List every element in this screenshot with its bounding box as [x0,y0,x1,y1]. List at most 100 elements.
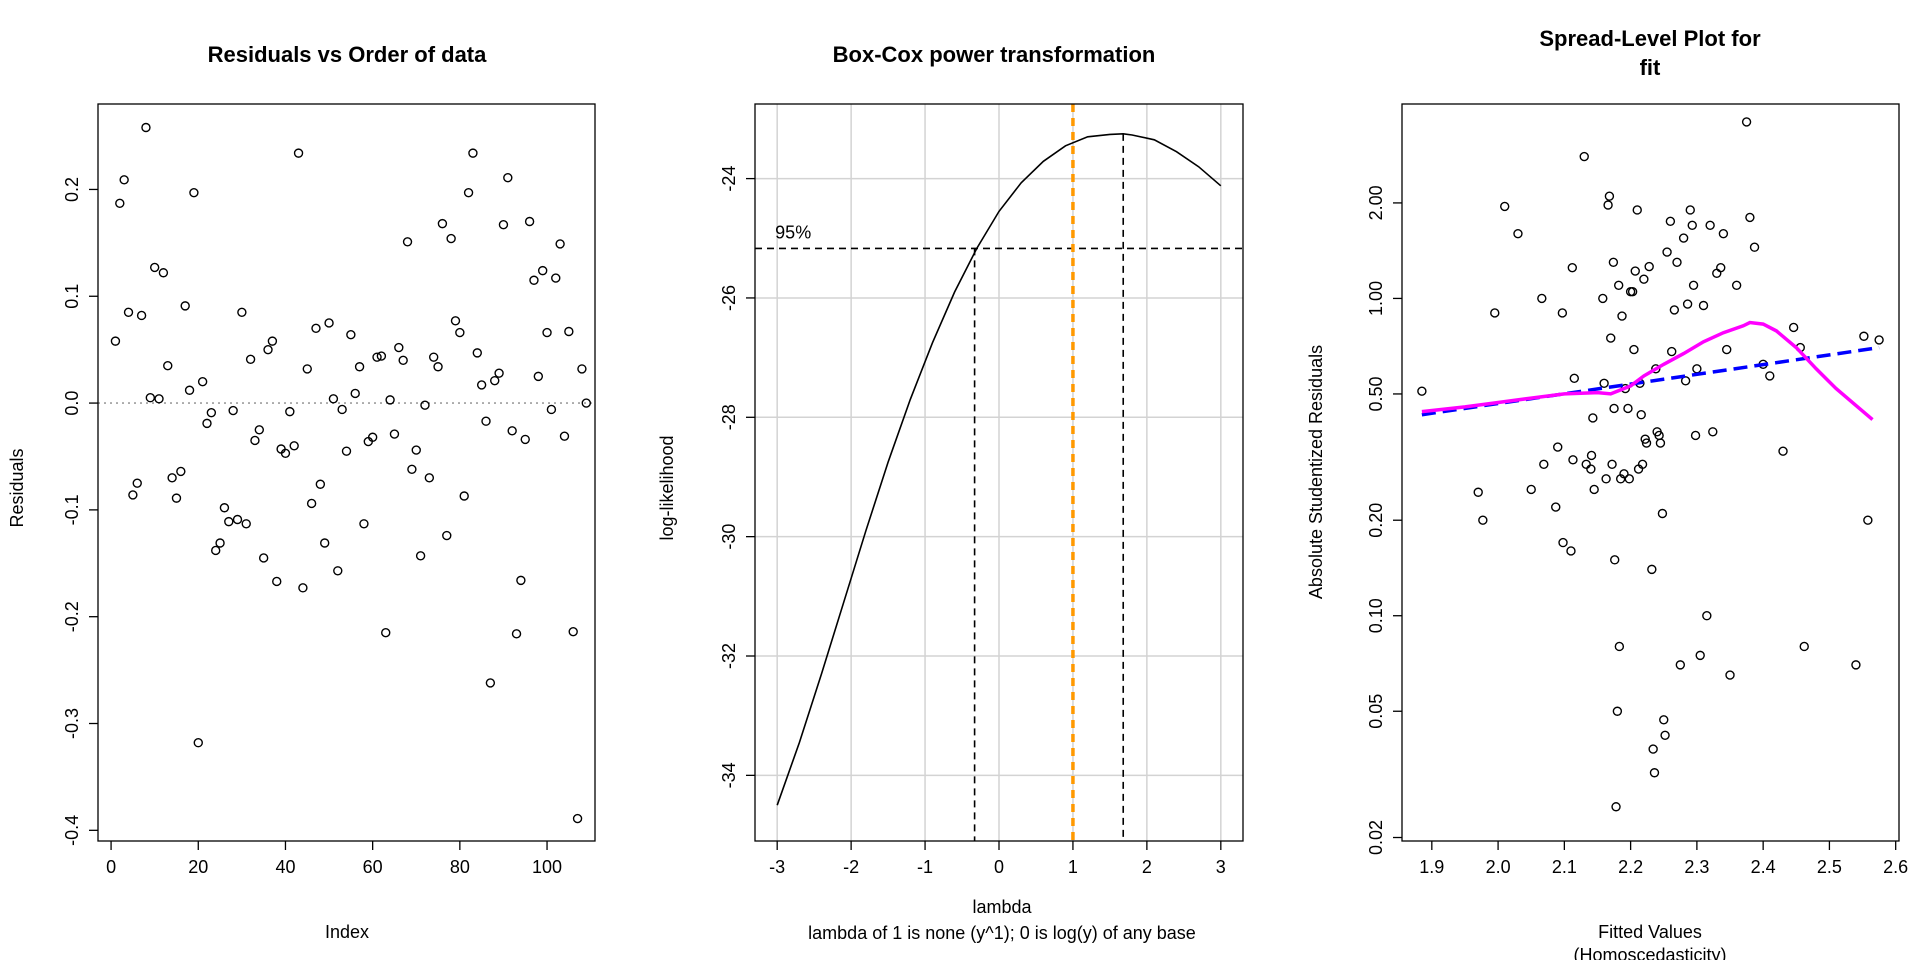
spread-fit-line [1421,345,1880,417]
panel2-frame [754,103,1244,842]
panel3-frame [1401,103,1900,842]
residual-point [1614,641,1625,652]
residual-point [302,364,312,374]
panel3-ticks: 1.9 2.0 2.1 2.2 2.3 2.4 2.5 2.6 0.02 0.05 0.10 0.20… [1366,185,1908,877]
residual-point [472,348,482,358]
x-tick-label: 1 [1068,857,1078,877]
residual-point [372,352,382,362]
residual-point [1478,515,1488,525]
residual-point [306,498,317,509]
residual-point [1632,205,1642,215]
residual-point [145,393,156,403]
residual-point [1567,262,1578,273]
residual-point [245,354,256,364]
residual-point [1598,293,1608,304]
residual-point [119,175,129,185]
residual-point [110,336,121,346]
residual-point [211,545,221,556]
residual-point [171,493,182,503]
residual-point [450,316,461,326]
y-tick-label: 0.05 [1366,694,1386,729]
y-tick-label: -0.1 [62,494,82,525]
residual-point [476,380,487,390]
residual-point [490,375,500,386]
residual-point [359,519,369,529]
residual-point [1473,487,1483,497]
residual-point [228,405,238,416]
y-tick-label: -34 [719,762,739,788]
ci-label: 95% [775,222,811,242]
residual-point [1599,378,1609,389]
residual-point [1586,450,1597,461]
residual-point [1685,205,1695,215]
residual-point [555,239,565,249]
residual-point [1606,333,1616,343]
residual-point [1589,484,1599,495]
residual-point [1698,300,1709,311]
y-tick-label: 0.0 [62,391,82,416]
residual-point [219,503,230,513]
panel3-xlabel-sub: (Homoscedasticity) [1573,945,1726,960]
residual-point [1702,611,1712,621]
y-tick-label: -24 [719,166,739,192]
residual-point [529,275,539,285]
residual-point [1610,555,1620,565]
boxcox-panel: Box-Cox power transformation lambda lamb… [657,42,1244,943]
residual-point [389,429,400,439]
residual-point [507,426,517,436]
residual-point [337,404,347,415]
residual-point [1644,261,1654,272]
residual-point [1799,641,1809,652]
residual-point [1678,233,1689,243]
residual-point [481,416,491,426]
residual-point [411,445,421,455]
residual-point [446,233,456,244]
residual-point [1624,474,1634,484]
residual-point [324,318,334,328]
residual-point [280,448,291,458]
residual-point [1539,459,1549,470]
residual-point [180,301,190,311]
residual-point [376,351,387,361]
y-tick-label: -32 [719,643,739,669]
x-tick-label: 60 [363,857,383,877]
panel3-ylabel: Absolute Studentized Residuals [1306,345,1326,599]
residual-point [1513,228,1523,239]
residual-point [149,262,160,273]
residual-point [115,198,125,209]
residual-point [1551,502,1561,512]
y-tick-label: 0.1 [62,284,82,309]
residual-point [1705,220,1715,231]
residual-point [1603,200,1613,210]
residual-point [267,336,278,346]
residual-point [1607,459,1617,470]
residual-point [463,187,474,198]
residual-point [1613,280,1624,291]
residual-point [354,362,365,372]
residual-point [1627,287,1638,297]
residual-point [241,519,251,529]
residual-point [263,344,273,355]
residual-point [285,406,295,417]
residual-point [158,268,169,278]
residual-point [485,678,496,688]
residual-point [511,629,522,639]
residual-point [1630,266,1640,276]
residual-point [433,362,443,372]
residual-point [333,566,343,576]
residual-point [1619,469,1629,479]
residual-point [1672,257,1682,267]
residual-point [258,553,269,563]
x-tick-label: 80 [450,857,470,877]
residual-point [1680,376,1691,386]
residual-point [128,490,138,500]
residual-point [1636,410,1646,420]
residual-point [572,813,583,824]
residual-point [1690,430,1701,441]
residual-point [1553,442,1563,452]
residual-point [1692,364,1702,374]
residual-point [516,575,526,586]
residual-point [542,327,552,338]
residual-point [568,626,578,637]
